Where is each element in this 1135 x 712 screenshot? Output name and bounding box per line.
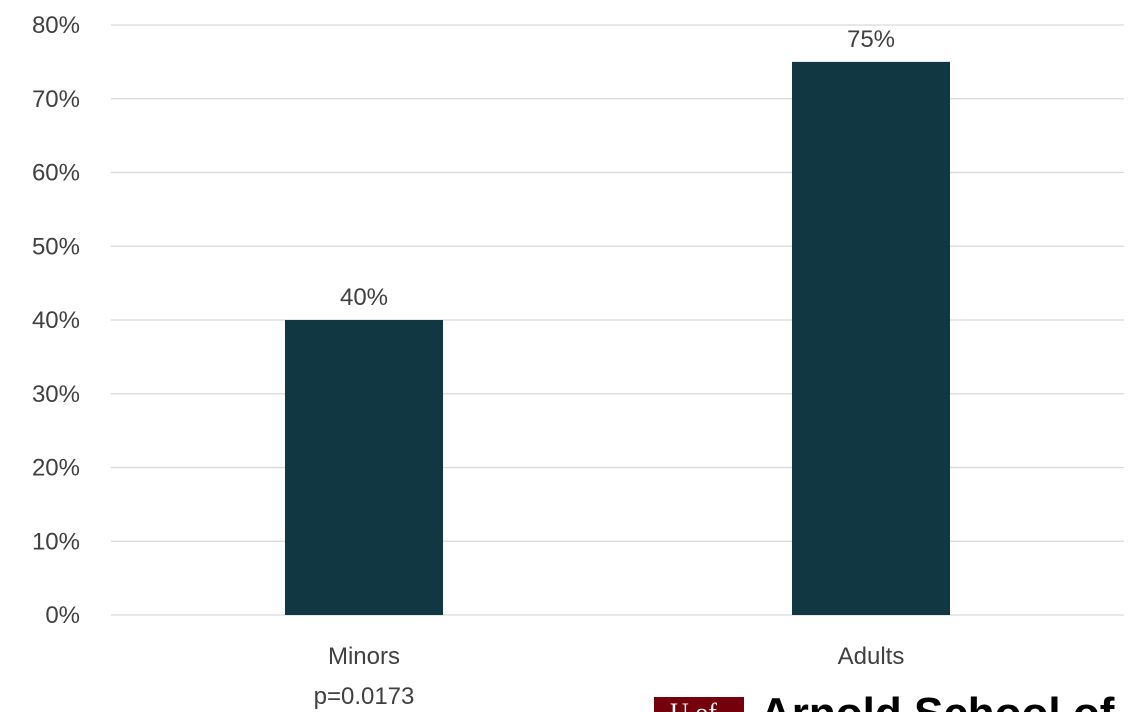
y-tick-label: 70% bbox=[32, 86, 80, 113]
y-tick-label: 80% bbox=[32, 12, 80, 39]
y-tick-label: 0% bbox=[45, 602, 80, 629]
category-label: Adults bbox=[838, 643, 905, 670]
data-label: 40% bbox=[340, 284, 388, 311]
y-tick-label: 10% bbox=[32, 528, 80, 555]
y-tick-label: 30% bbox=[32, 381, 80, 408]
bar bbox=[284, 320, 444, 615]
logo-text: Arnold School of bbox=[760, 689, 1115, 712]
logo-mark-text: U of bbox=[670, 698, 717, 712]
bar bbox=[791, 61, 951, 615]
p-value-annotation: p=0.0173 bbox=[314, 683, 415, 710]
logo-mark bbox=[654, 697, 744, 712]
gridlines bbox=[111, 24, 1124, 616]
y-tick-label: 40% bbox=[32, 307, 80, 334]
university-logo: U of Arnold School of bbox=[654, 689, 1115, 712]
bars bbox=[284, 61, 951, 615]
y-tick-label: 20% bbox=[32, 455, 80, 482]
data-label: 75% bbox=[847, 26, 895, 53]
y-tick-label: 50% bbox=[32, 233, 80, 260]
data-labels: 40% 75% bbox=[340, 26, 895, 311]
category-labels: Minors Adults bbox=[328, 643, 904, 670]
y-axis-ticks: 0% 10% 20% 30% 40% 50% 60% 70% 80% bbox=[32, 12, 80, 629]
y-tick-label: 60% bbox=[32, 160, 80, 187]
category-label: Minors bbox=[328, 643, 400, 670]
